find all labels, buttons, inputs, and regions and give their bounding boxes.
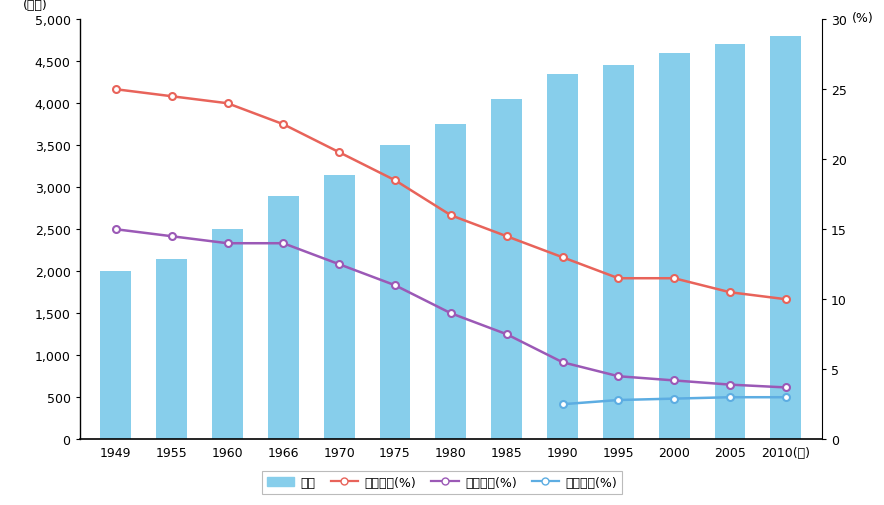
Bar [603, 66, 634, 439]
Bar [771, 37, 801, 439]
Legend: 전국, 호남비중(%), 광주비중(%), 전남비중(%): 전국, 호남비중(%), 광주비중(%), 전남비중(%) [262, 471, 622, 494]
Y-axis label: (만명): (만명) [23, 0, 48, 12]
Bar [268, 196, 299, 439]
Bar [714, 45, 745, 439]
Bar [324, 175, 354, 439]
Bar [659, 54, 690, 439]
Bar [436, 125, 466, 439]
Bar [212, 230, 243, 439]
Bar [156, 259, 187, 439]
Bar [379, 146, 410, 439]
Bar [547, 75, 578, 439]
Bar [492, 100, 522, 439]
Bar [101, 272, 131, 439]
Y-axis label: (%): (%) [852, 12, 874, 25]
